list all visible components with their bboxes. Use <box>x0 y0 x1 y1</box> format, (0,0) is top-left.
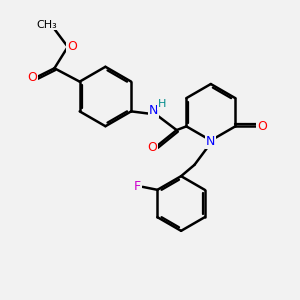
Text: O: O <box>27 71 37 84</box>
Text: N: N <box>206 136 215 148</box>
Text: O: O <box>67 40 77 53</box>
Text: N: N <box>149 104 158 117</box>
Text: F: F <box>134 180 141 193</box>
Text: O: O <box>147 141 157 154</box>
Text: H: H <box>158 99 166 109</box>
Text: O: O <box>257 120 267 133</box>
Text: CH₃: CH₃ <box>37 20 57 30</box>
